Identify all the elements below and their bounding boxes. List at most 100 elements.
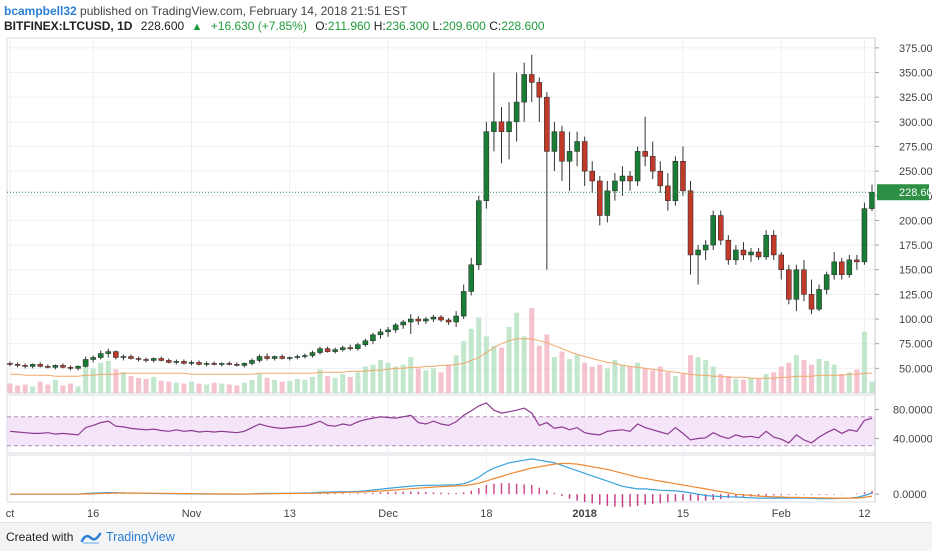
volume-bar bbox=[98, 362, 104, 393]
candle-body bbox=[203, 363, 210, 365]
tradingview-brand-link[interactable]: TradingView bbox=[106, 530, 175, 544]
candle-body bbox=[733, 249, 739, 261]
volume-bar bbox=[90, 368, 96, 393]
volume-bar bbox=[846, 372, 852, 393]
candle-body bbox=[408, 318, 414, 323]
candle-body bbox=[831, 261, 837, 275]
price-axis-label: 150.000 bbox=[899, 265, 932, 277]
high-value: H:236.300 bbox=[373, 19, 430, 33]
volume-bar bbox=[234, 385, 240, 393]
candle-body bbox=[710, 215, 716, 246]
volume-bar bbox=[567, 359, 573, 393]
candle-body bbox=[438, 316, 444, 321]
candle-body bbox=[302, 355, 308, 357]
volume-bar bbox=[393, 366, 399, 393]
candle-body bbox=[400, 321, 406, 326]
candle-body bbox=[324, 348, 331, 352]
candle-body bbox=[241, 363, 248, 366]
candle-body bbox=[279, 356, 285, 359]
volume-bar bbox=[211, 382, 217, 393]
candle-body bbox=[574, 141, 580, 152]
price-axis-label: 350.000 bbox=[899, 68, 932, 80]
volume-bar bbox=[257, 374, 263, 393]
volume-bar bbox=[30, 386, 36, 393]
candle-body bbox=[627, 175, 633, 182]
symbol-label: BITFINEX:LTCUSD, 1D bbox=[4, 19, 133, 33]
candle-body bbox=[370, 334, 376, 341]
volume-bar bbox=[718, 374, 724, 393]
volume-bar bbox=[37, 381, 43, 393]
volume-bar bbox=[340, 374, 346, 393]
x-axis-label: Dec bbox=[378, 508, 398, 520]
volume-bar bbox=[529, 308, 535, 393]
volume-bar bbox=[415, 368, 421, 393]
volume-bar bbox=[241, 382, 247, 393]
rsi-line bbox=[9, 402, 873, 444]
volume-bar bbox=[786, 362, 792, 393]
x-axis-label: ct bbox=[6, 508, 15, 520]
candle-body bbox=[559, 131, 565, 162]
candle-body bbox=[468, 264, 474, 292]
volume-bar bbox=[83, 364, 89, 393]
rsi-band bbox=[7, 416, 875, 446]
volume-bar bbox=[317, 369, 323, 393]
volume-bar bbox=[778, 366, 784, 393]
volume-bar bbox=[309, 376, 315, 393]
candle-body bbox=[309, 352, 316, 356]
volume-bar bbox=[7, 383, 13, 393]
candle-body bbox=[718, 215, 724, 241]
volume-bar bbox=[824, 360, 830, 393]
volume-bar bbox=[400, 364, 406, 393]
volume-bar bbox=[476, 317, 482, 393]
candle-body bbox=[869, 191, 875, 209]
volume-bar bbox=[763, 374, 769, 393]
candle-body bbox=[7, 363, 13, 365]
volume-bar bbox=[627, 366, 633, 393]
footer-bar: Created with TradingView bbox=[0, 522, 932, 551]
candle-body bbox=[67, 367, 74, 369]
volume-bar bbox=[604, 368, 610, 393]
volume-bar bbox=[188, 381, 194, 393]
candle-body bbox=[763, 234, 769, 258]
price-axis-label: 275.000 bbox=[899, 141, 932, 153]
candle-body bbox=[793, 269, 800, 300]
candle-body bbox=[846, 259, 853, 275]
x-axis-label: 13 bbox=[284, 508, 296, 520]
price-chart[interactable]: 375.000 350.000 325.000 300.000 275.000 250.0… bbox=[0, 36, 932, 522]
candle-body bbox=[271, 356, 278, 359]
volume-bar bbox=[272, 379, 278, 393]
volume-bar bbox=[128, 376, 134, 393]
volume-bar bbox=[665, 372, 671, 393]
macd-signal-line bbox=[10, 462, 873, 499]
candle-body bbox=[513, 101, 520, 123]
volume-bar bbox=[536, 345, 542, 393]
volume-bar bbox=[831, 364, 837, 393]
candle-body bbox=[256, 356, 263, 361]
x-axis-label: 12 bbox=[858, 508, 870, 520]
candle-body bbox=[14, 364, 21, 366]
candle-body bbox=[377, 331, 384, 336]
candle-body bbox=[748, 251, 754, 256]
candle-body bbox=[581, 141, 588, 172]
volume-bar bbox=[22, 384, 28, 393]
candle-body bbox=[143, 359, 149, 361]
candle-body bbox=[37, 364, 43, 367]
candle-body bbox=[75, 366, 81, 369]
volume-bar bbox=[521, 336, 527, 393]
volume-bar bbox=[793, 355, 799, 393]
candle-body bbox=[196, 362, 202, 365]
volume-bar bbox=[446, 364, 452, 393]
volume-bar bbox=[355, 372, 361, 393]
volume-bar bbox=[657, 366, 663, 393]
candle-body bbox=[755, 251, 762, 258]
volume-bar bbox=[589, 366, 595, 393]
candle-body bbox=[634, 151, 641, 182]
volume-bar bbox=[491, 345, 497, 393]
price-axis-label: 100.000 bbox=[899, 314, 932, 326]
candle-body bbox=[491, 121, 497, 132]
tradingview-logo-icon[interactable] bbox=[80, 529, 102, 545]
x-axis-label: Feb bbox=[772, 508, 791, 520]
author-link[interactable]: bcampbell32 bbox=[4, 4, 77, 18]
volume-bar bbox=[67, 383, 73, 393]
volume-bar bbox=[136, 377, 142, 393]
